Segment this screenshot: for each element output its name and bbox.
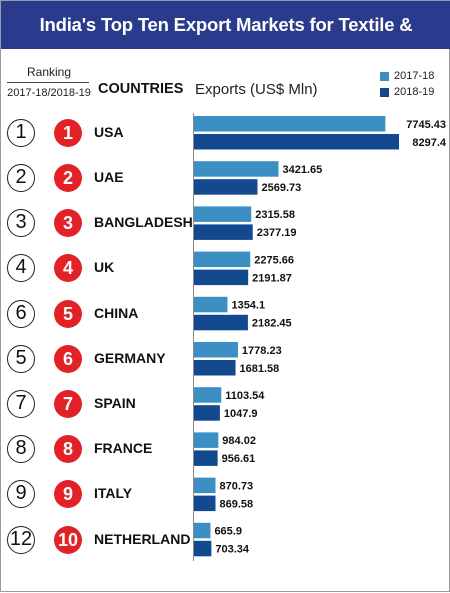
- value-label-2017-18-uk: 2275.66: [254, 254, 294, 266]
- legend-swatch-2018-19: [380, 88, 389, 97]
- country-label-italy: ITALY: [94, 485, 133, 502]
- bar-2017-18-netherland: [194, 522, 211, 539]
- country-label-netherland: NETHERLAND: [94, 530, 191, 547]
- country-label-spain: SPAIN: [94, 394, 136, 411]
- value-label-2018-19-uae: 2569.73: [261, 182, 301, 194]
- bar-2018-19-bangladesh: [194, 224, 253, 240]
- country-label-usa: USA: [94, 123, 124, 140]
- value-label-2017-18-france: 984.02: [222, 435, 256, 447]
- title-bar: India's Top Ten Export Markets for Texti…: [1, 1, 450, 83]
- bar-2017-18-usa: [194, 116, 386, 132]
- value-label-2017-18-spain: 1103.54: [225, 390, 265, 402]
- value-label-2017-18-italy: 870.73: [220, 480, 254, 492]
- bar-2017-18-france: [194, 432, 219, 448]
- value-label-2017-18-bangladesh: 2315.58: [255, 209, 295, 221]
- exports-axis-label: Exports (US$ Mln): [195, 81, 318, 98]
- label-backdrop-2018-19-usa: [401, 134, 446, 150]
- value-label-2018-19-germany: 1681.58: [240, 363, 280, 375]
- country-label-germany: GERMANY: [94, 349, 166, 366]
- rank-2017-18-usa: 1: [7, 118, 35, 147]
- rank-2017-18-germany: 5: [7, 344, 35, 373]
- rank-2018-19-china: 5: [54, 299, 82, 328]
- legend-label-2018-19: 2018-19: [394, 86, 435, 98]
- rank-2017-18-netherland: 12: [7, 525, 35, 554]
- value-label-2018-19-netherland: 703.34: [215, 544, 250, 556]
- bar-2018-19-spain: [194, 405, 220, 421]
- value-label-2017-18-germany: 1778.23: [242, 345, 282, 357]
- value-label-2018-19-china: 2182.45: [252, 318, 292, 330]
- rank-2018-19-usa: 1: [54, 118, 82, 147]
- rank-2017-18-china: 6: [7, 299, 35, 328]
- bar-2018-19-uk: [194, 269, 249, 286]
- rank-2018-19-uae: 2: [54, 163, 82, 192]
- bar-2018-19-netherland: [194, 540, 212, 557]
- bar-2017-18-bangladesh: [194, 206, 252, 222]
- value-label-2018-19-bangladesh: 2377.19: [257, 227, 297, 239]
- rank-2018-19-germany: 6: [54, 344, 82, 373]
- rank-2018-19-netherland: 10: [54, 525, 82, 554]
- bar-2017-18-uk: [194, 251, 251, 268]
- rank-2017-18-italy: 9: [7, 480, 35, 509]
- bar-2018-19-germany: [194, 360, 236, 376]
- value-label-2017-18-china: 1354.1: [231, 300, 265, 312]
- bar-2017-18-germany: [194, 342, 238, 358]
- bar-2018-19-uae: [194, 179, 258, 195]
- value-label-2018-19-france: 956.61: [222, 453, 256, 465]
- value-label-2017-18-netherland: 665.9: [214, 526, 242, 538]
- value-label-2018-19-uk: 2191.87: [252, 272, 292, 284]
- bar-2018-19-china: [194, 314, 248, 331]
- rank-2018-19-italy: 9: [54, 480, 82, 509]
- label-backdrop-2017-18-usa: [394, 116, 446, 132]
- countries-header: COUNTRIES: [98, 81, 184, 97]
- bar-2018-19-italy: [194, 495, 216, 512]
- rank-2018-19-bangladesh: 3: [54, 209, 82, 238]
- ranking-years: 2017-18/2018-19: [7, 87, 91, 99]
- value-axis-line: [193, 113, 194, 561]
- bar-2017-18-italy: [194, 477, 216, 494]
- country-label-uk: UK: [94, 259, 115, 276]
- country-label-bangladesh: BANGLADESH: [94, 214, 193, 231]
- rank-2017-18-uk: 4: [7, 254, 35, 283]
- bar-2017-18-uae: [194, 161, 279, 177]
- ranking-divider: [7, 82, 89, 83]
- rank-2017-18-spain: 7: [7, 389, 35, 418]
- value-label-2018-19-italy: 869.58: [219, 498, 253, 510]
- legend-swatch-2017-18: [380, 72, 389, 81]
- bar-2017-18-spain: [194, 387, 222, 403]
- rank-2018-19-france: 8: [54, 435, 82, 464]
- value-label-2018-19-usa: 8297.4: [412, 137, 447, 149]
- rank-2017-18-uae: 2: [7, 163, 35, 192]
- country-label-china: CHINA: [94, 304, 139, 321]
- bar-2017-18-china: [194, 296, 228, 313]
- country-label-france: FRANCE: [94, 440, 153, 457]
- value-label-2017-18-uae: 3421.65: [283, 164, 323, 176]
- value-label-2017-18-usa: 7745.43: [406, 119, 446, 131]
- bar-2018-19-france: [194, 450, 218, 466]
- rank-2017-18-bangladesh: 3: [7, 209, 35, 238]
- ranking-label: Ranking: [26, 65, 72, 79]
- legend-label-2017-18: 2017-18: [394, 70, 435, 82]
- bar-2018-19-usa: [194, 134, 399, 150]
- country-label-uae: UAE: [94, 168, 124, 185]
- chart-title: India's Top Ten Export Markets for Texti…: [39, 14, 413, 83]
- rank-2017-18-france: 8: [7, 435, 35, 464]
- rank-2018-19-spain: 7: [54, 389, 82, 418]
- value-label-2018-19-spain: 1047.9: [224, 408, 258, 420]
- rank-2018-19-uk: 4: [54, 254, 82, 283]
